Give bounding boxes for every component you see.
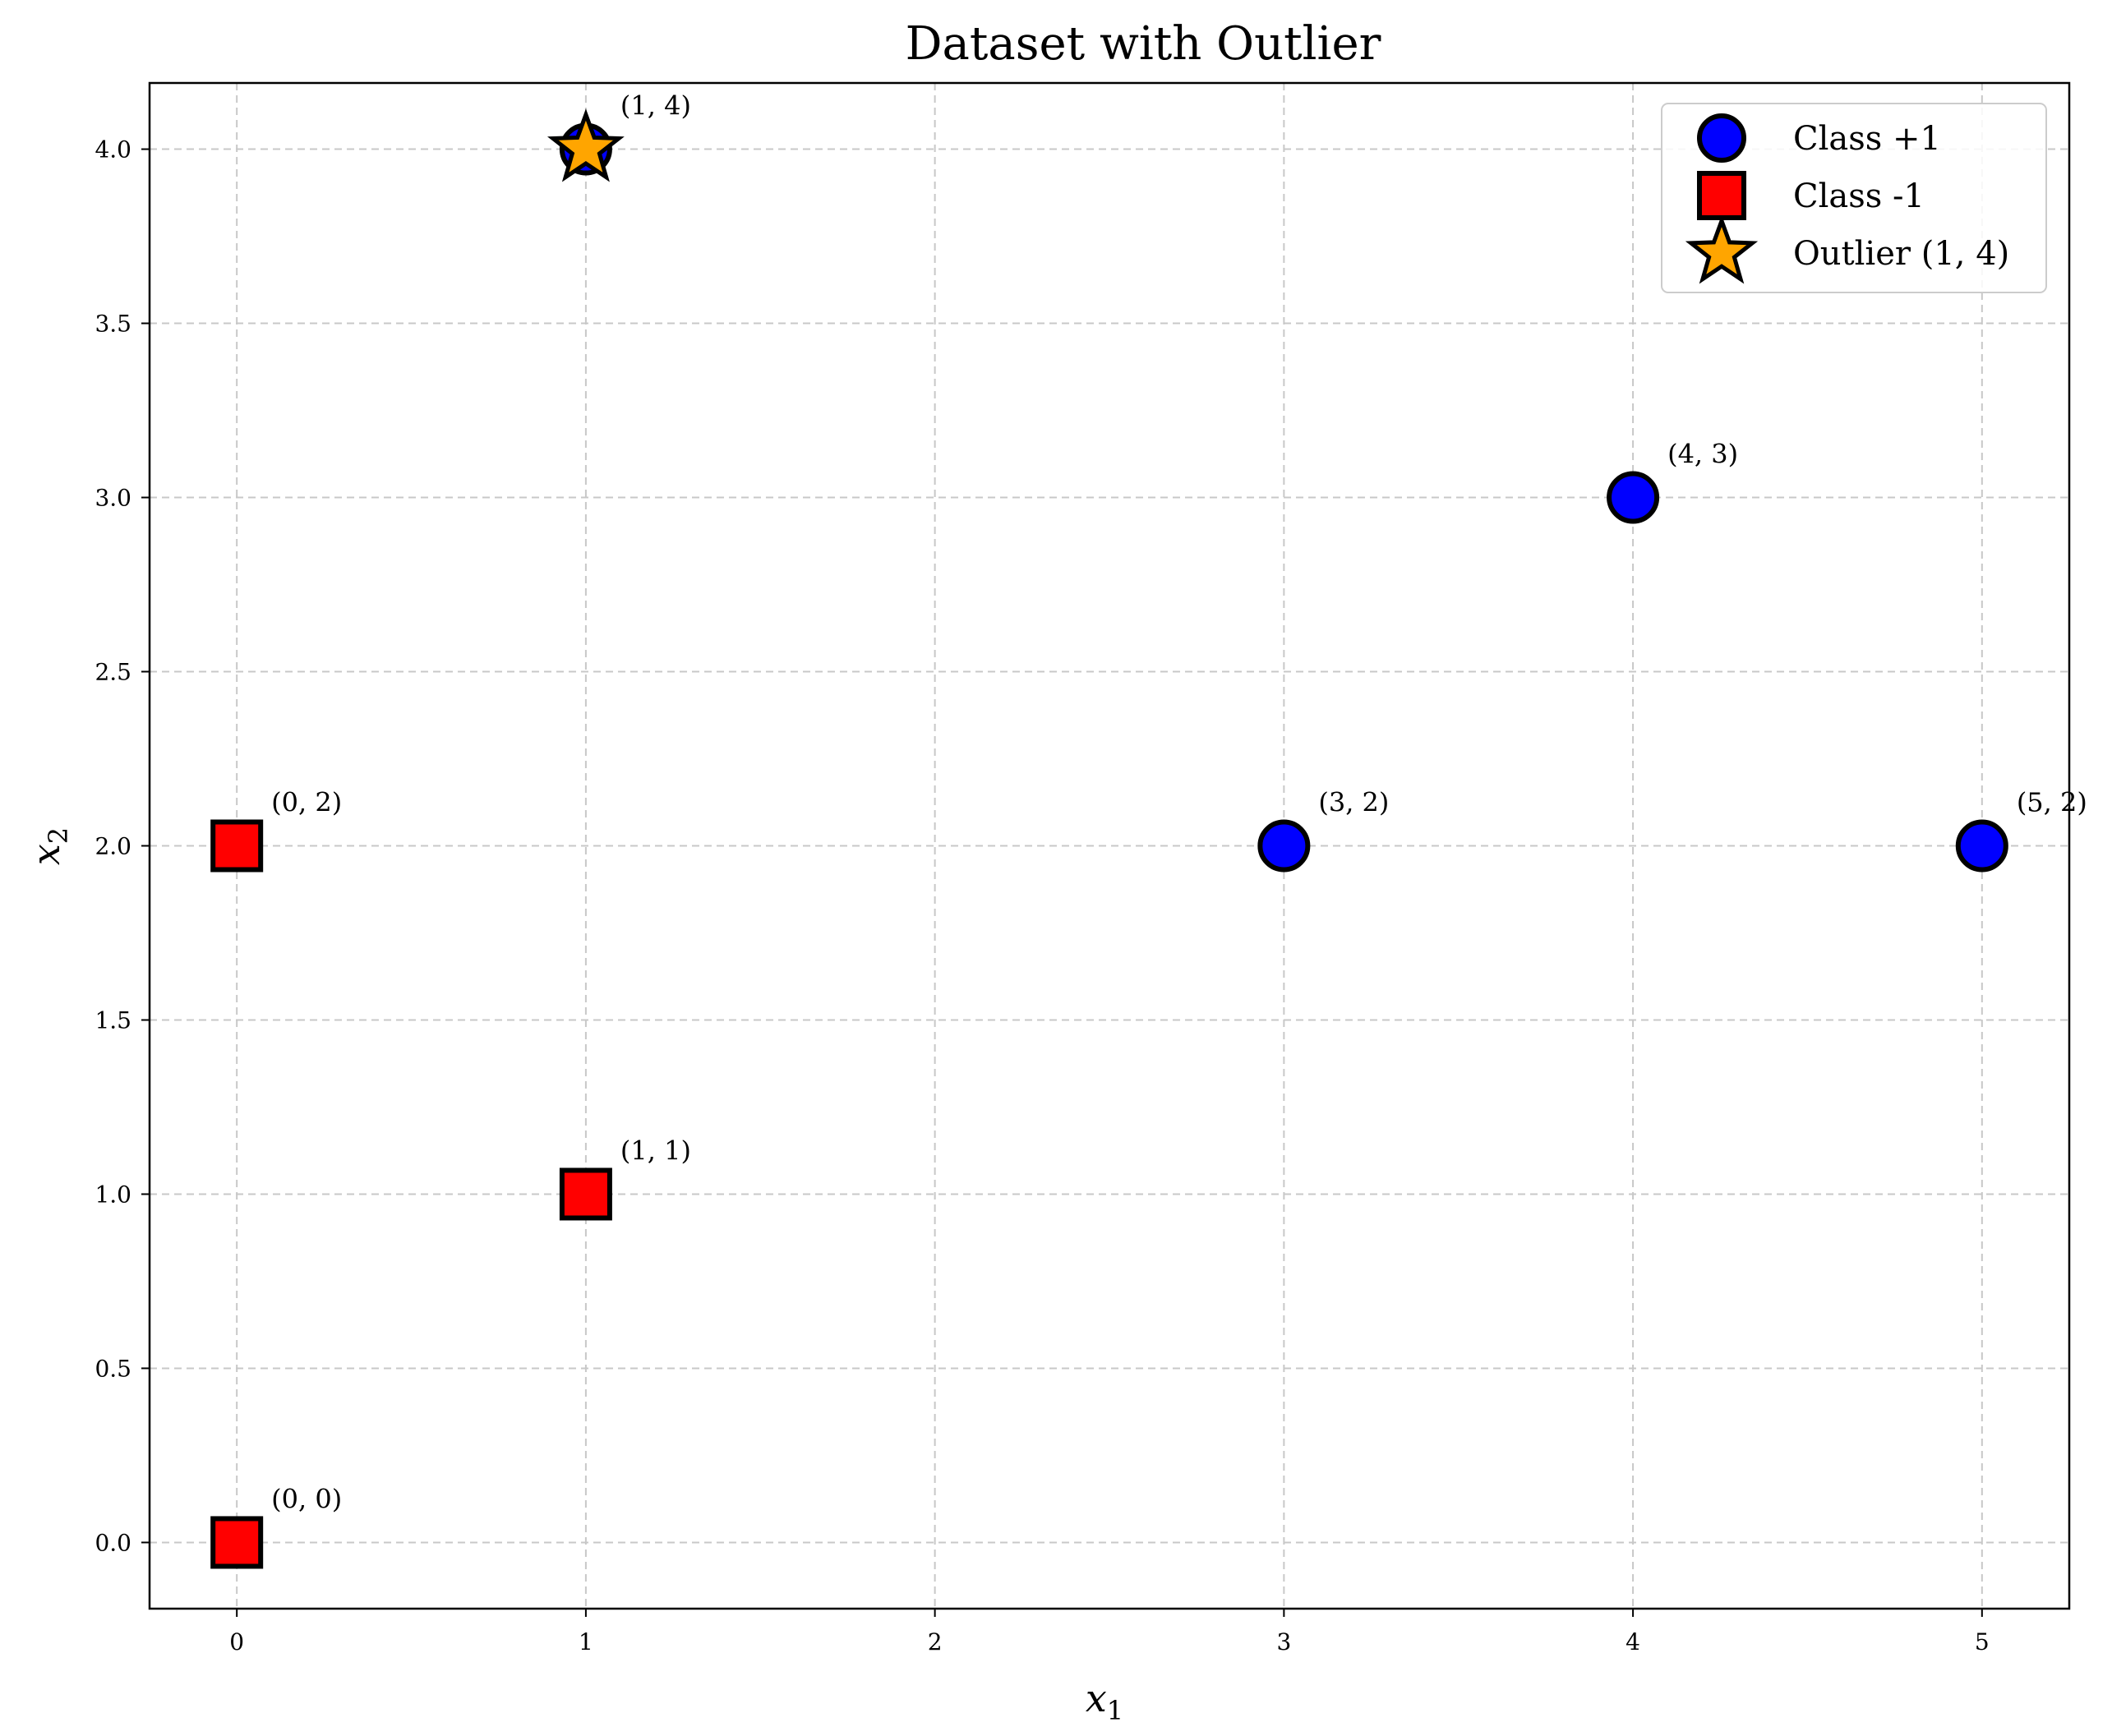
legend-entry-label: Class +1	[1793, 120, 1941, 158]
y-tick-label: 2.0	[95, 833, 131, 860]
legend-square-marker	[1697, 171, 1746, 220]
axis-ticks: 0 1 2 3 4 5 0.0 0.5 1.0 1.5 2.0 2.5 3.0 3.5 4.0	[95, 136, 1989, 1655]
point-label: (4, 3)	[1667, 439, 1738, 470]
point-label: (5, 2)	[2017, 787, 2087, 818]
y-tick-label: 4.0	[95, 136, 131, 163]
point-labels: (0, 0) (0, 2) (1, 1) (1, 4) (3, 2) (4, 3) (5, …	[271, 90, 2087, 1515]
legend-box	[1661, 103, 2047, 293]
x-tick-label: 3	[1276, 1628, 1291, 1655]
outlier-point	[546, 108, 625, 182]
class-plus-point	[1607, 471, 1660, 524]
x-tick-label: 1	[579, 1628, 593, 1655]
point-label: (1, 4)	[620, 90, 691, 122]
x-tick-label: 5	[1975, 1628, 1990, 1655]
plot-frame	[148, 81, 2071, 1610]
legend-entry-label: Class -1	[1793, 177, 1925, 215]
legend: Class +1 Class -1 Outlier (1, 4)	[1661, 103, 2047, 293]
class-minus-point	[210, 819, 264, 873]
data-points	[210, 108, 2008, 1569]
y-tick-label: 1.5	[95, 1006, 131, 1034]
y-tick-label: 2.5	[95, 659, 131, 686]
y-axis-label: x2	[24, 827, 74, 865]
legend-circle-marker	[1697, 113, 1746, 163]
x-tick-label: 4	[1626, 1628, 1640, 1655]
y-tick-label: 1.0	[95, 1181, 131, 1208]
legend-entry-label: Outlier (1, 4)	[1793, 235, 2009, 273]
class-plus-point	[1955, 819, 2008, 873]
class-minus-point	[210, 1516, 264, 1569]
point-label: (0, 2)	[271, 787, 342, 818]
point-label: (3, 2)	[1318, 787, 1389, 818]
y-tick-label: 3.0	[95, 485, 131, 512]
x-tick-label: 2	[928, 1628, 943, 1655]
class-minus-point	[559, 1167, 612, 1221]
x-tick-label: 0	[229, 1628, 244, 1655]
legend-star-marker	[1685, 214, 1759, 284]
point-label: (0, 0)	[271, 1483, 342, 1514]
x-axis-label: x1	[1086, 1676, 1123, 1726]
class-plus-point	[1257, 819, 1311, 873]
y-tick-label: 0.0	[95, 1529, 131, 1556]
chart-title: Dataset with Outlier	[906, 17, 1381, 71]
grid	[150, 83, 2069, 1609]
y-tick-label: 3.5	[95, 311, 131, 338]
y-tick-label: 0.5	[95, 1355, 131, 1382]
point-label: (1, 1)	[620, 1135, 691, 1166]
